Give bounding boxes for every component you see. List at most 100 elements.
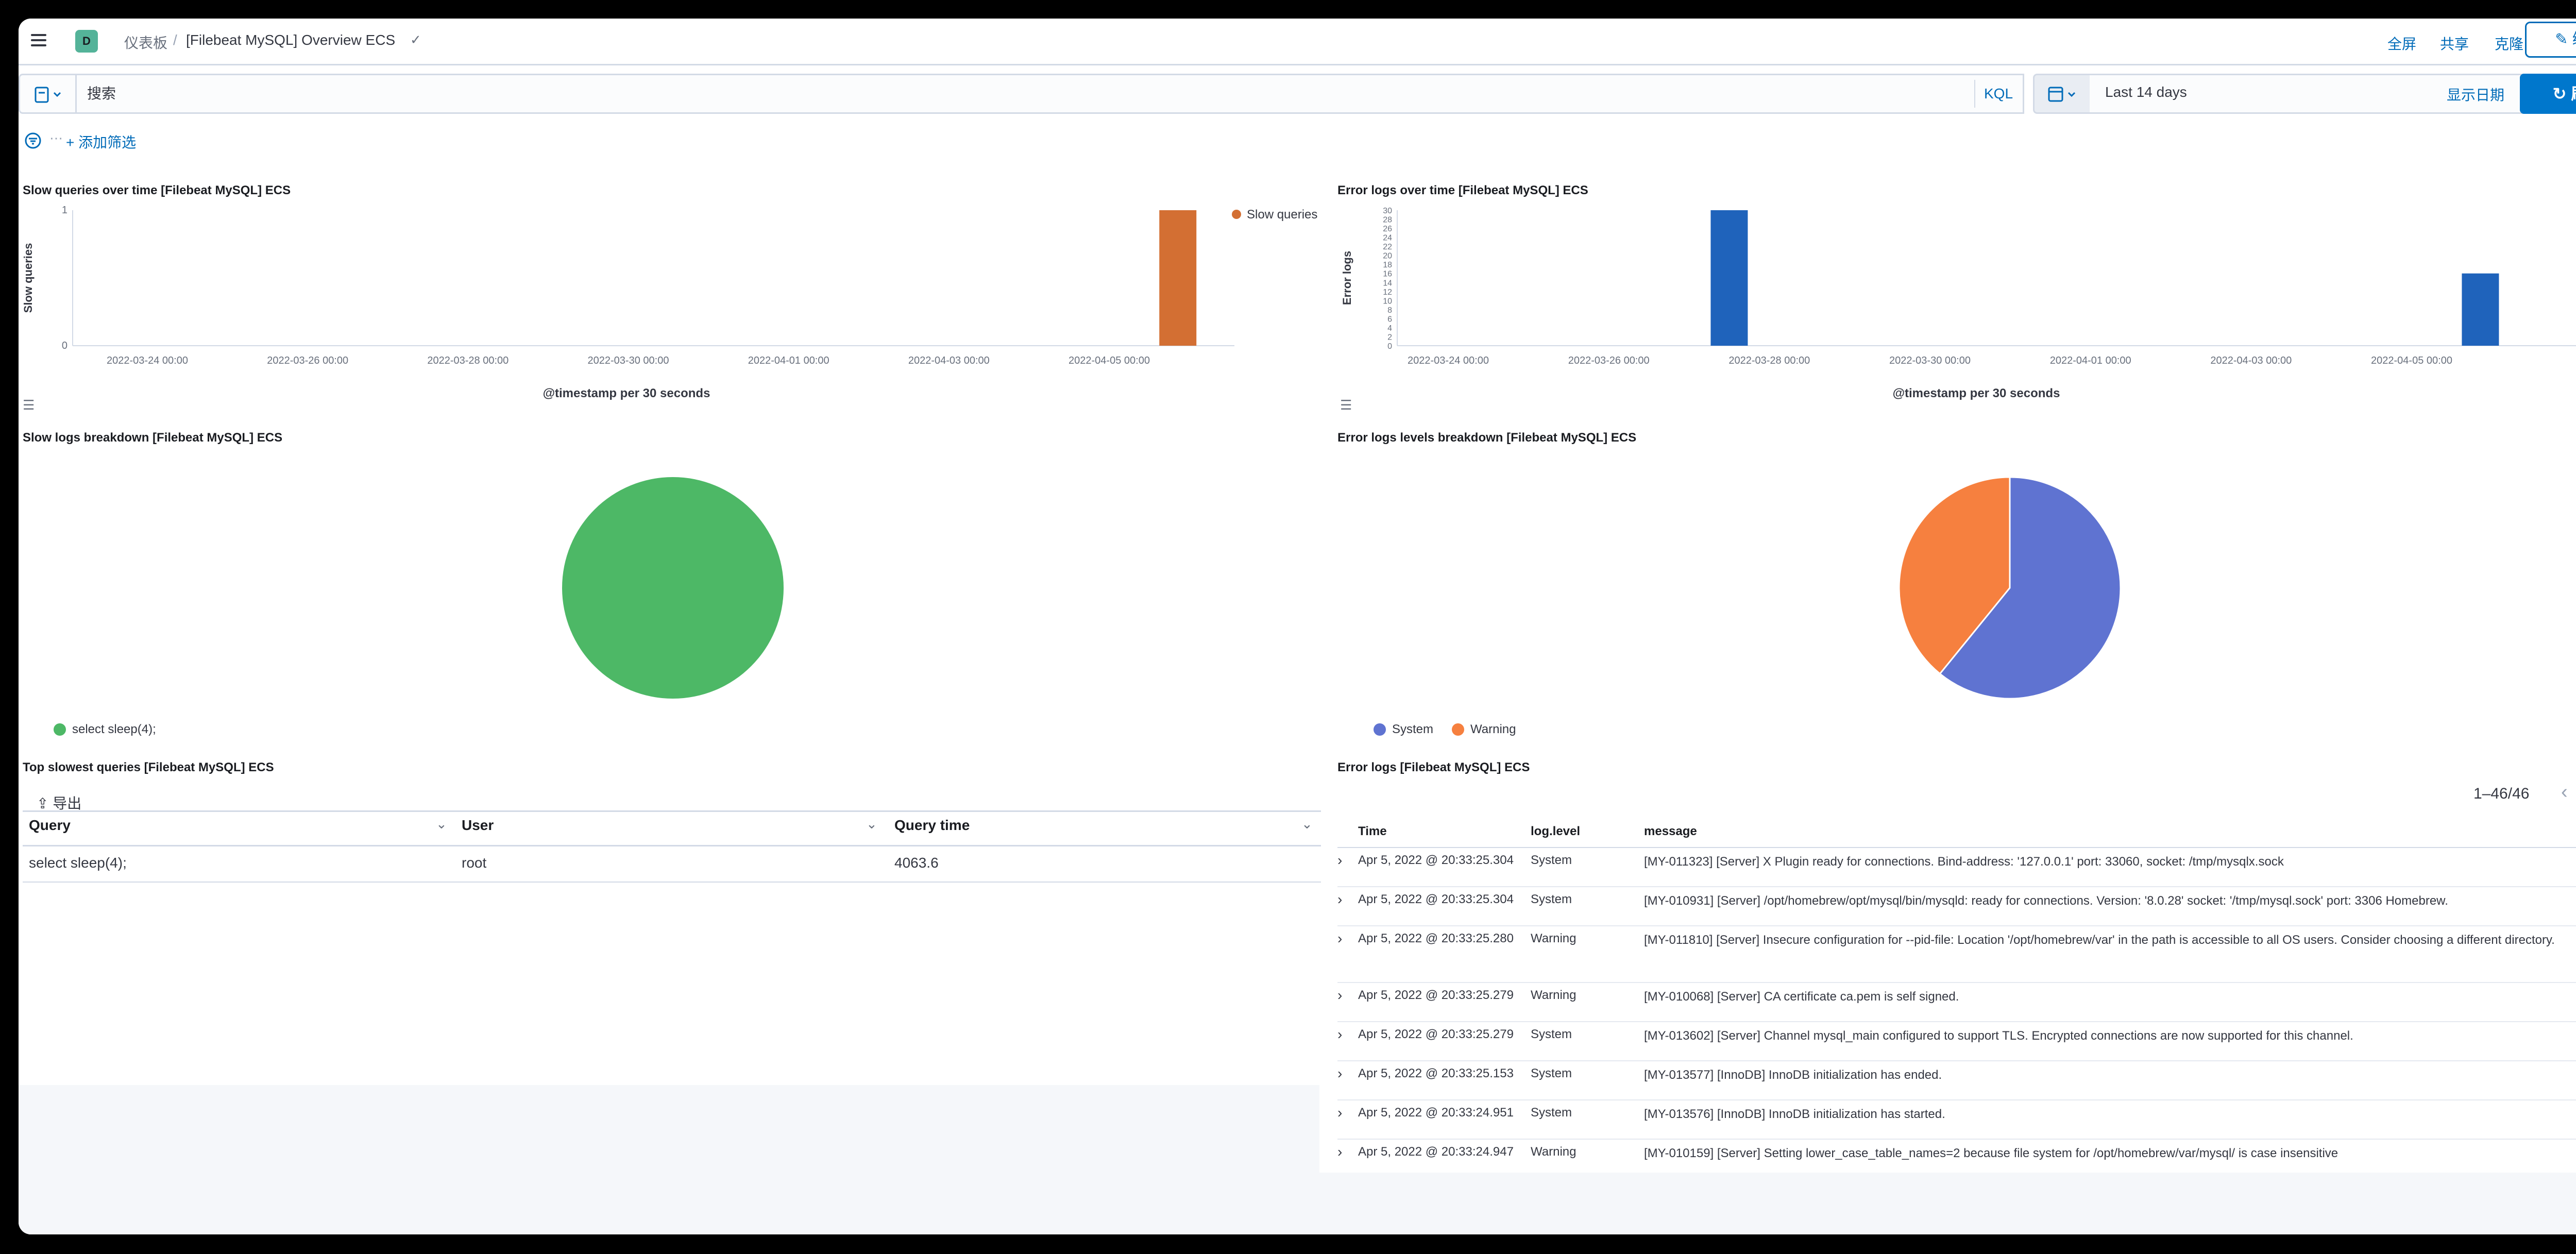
x-tick-label: 2022-04-03 00:00	[2210, 355, 2292, 366]
x-tick-label: 2022-04-05 00:00	[1069, 355, 1150, 366]
row-divider	[1337, 982, 2576, 983]
expand-chevron-icon[interactable]: ›	[1337, 1105, 1343, 1121]
column-header-user[interactable]: User	[462, 817, 494, 833]
check-icon: ✓	[410, 32, 421, 47]
cell-message: [MY-010068] [Server] CA certificate ca.p…	[1644, 990, 1959, 1004]
y-tick-label: 12	[1383, 288, 1392, 297]
table-row: › Apr 5, 2022 @ 20:33:25.304 System [MY-…	[1337, 887, 2576, 926]
expand-chevron-icon[interactable]: ›	[1337, 852, 1343, 868]
show-dates-link[interactable]: 显示日期	[2447, 87, 2505, 103]
slow-queries-bar-chart[interactable]: 0 1 2022-03-24 00:00 2022-03-26 00:00 2022-0…	[19, 199, 1337, 405]
panel-options-icon[interactable]: ☰	[23, 397, 35, 413]
cell-log-level: System	[1531, 1027, 1572, 1041]
table-row: › Apr 5, 2022 @ 20:33:24.947 Warning [MY…	[1337, 1140, 2576, 1173]
slow-logs-pie-chart[interactable]	[19, 446, 1337, 735]
export-label: 导出	[53, 795, 82, 811]
y-tick-label: 4	[1387, 324, 1392, 333]
empty-grid-area	[1319, 1173, 2576, 1234]
cell-time: Apr 5, 2022 @ 20:33:24.947	[1358, 1145, 1514, 1159]
x-tick-label: 2022-04-05 00:00	[2371, 355, 2452, 366]
expand-chevron-icon[interactable]: ›	[1337, 1065, 1343, 1081]
row-divider	[1337, 1021, 2576, 1022]
table-row-border	[23, 882, 1321, 883]
cell-query: select sleep(4);	[29, 855, 127, 871]
y-tick-label: 24	[1383, 234, 1392, 243]
x-tick-label: 2022-03-28 00:00	[1728, 355, 1810, 366]
clone-button[interactable]: 克隆	[2495, 36, 2524, 52]
quick-date-menu-button[interactable]	[2033, 74, 2090, 114]
column-header-log-level[interactable]: log.level	[1531, 824, 1581, 838]
cell-log-level: System	[1531, 1066, 1572, 1080]
y-tick-label: 22	[1383, 243, 1392, 251]
cell-message: [MY-011323] [Server] X Plugin ready for …	[1644, 855, 2284, 869]
chevron-down-icon[interactable]: ⌄	[866, 816, 877, 832]
expand-chevron-icon[interactable]: ›	[1337, 930, 1343, 946]
share-button[interactable]: 共享	[2440, 36, 2469, 52]
table-row: › Apr 5, 2022 @ 20:33:25.153 System [MY-…	[1337, 1061, 2576, 1100]
filter-options-icon[interactable]	[24, 130, 44, 151]
row-divider	[1337, 1139, 2576, 1140]
cell-time: Apr 5, 2022 @ 20:33:24.951	[1358, 1106, 1514, 1120]
pie-slice-system	[1939, 476, 2122, 700]
panel-options-icon[interactable]: ☰	[1340, 397, 1352, 413]
empty-grid-area	[19, 1085, 1319, 1234]
column-header-query[interactable]: Query	[29, 817, 71, 833]
x-tick-label: 2022-04-03 00:00	[908, 355, 990, 366]
cell-message: [MY-010931] [Server] /opt/homebrew/opt/m…	[1644, 894, 2448, 908]
refresh-button[interactable]: ↻ 刷新	[2520, 74, 2576, 114]
x-tick-label: 2022-03-30 00:00	[1889, 355, 1971, 366]
y-tick-label: 1	[62, 205, 67, 216]
table-row: › Apr 5, 2022 @ 20:33:25.304 System [MY-…	[1337, 848, 2576, 887]
filter-bar: ⋯ + 添加筛选	[19, 129, 2576, 155]
search-input[interactable]: 搜索	[75, 74, 2024, 114]
column-header-time[interactable]: Time	[1358, 824, 1387, 838]
cell-message: [MY-013576] [InnoDB] InnoDB initializati…	[1644, 1107, 1945, 1121]
cell-log-level: System	[1531, 853, 1572, 867]
y-tick-label: 2	[1387, 333, 1392, 342]
legend-label-select-sleep[interactable]: select sleep(4);	[72, 722, 156, 736]
table-header-top-border	[23, 810, 1321, 812]
pie-slice-select-sleep-4--	[562, 477, 784, 699]
y-tick-label: 18	[1383, 261, 1392, 269]
error-levels-pie-chart[interactable]	[1337, 446, 2576, 735]
breadcrumb-dashboards[interactable]: 仪表板	[124, 35, 168, 51]
dashboard-grid: Slow queries over time [Filebeat MySQL] …	[19, 158, 2576, 1234]
date-range-field[interactable]	[2090, 74, 2576, 114]
x-tick-label: 2022-04-01 00:00	[748, 355, 829, 366]
cell-time: Apr 5, 2022 @ 20:33:25.279	[1358, 1027, 1514, 1041]
legend-label: Slow queries	[1247, 208, 1317, 222]
export-button[interactable]: ⇪ 导出	[37, 792, 81, 813]
chevron-down-icon[interactable]: ⌄	[436, 816, 447, 832]
x-tick-label: 2022-03-24 00:00	[1408, 355, 1489, 366]
space-avatar[interactable]: D	[75, 30, 98, 53]
kql-language-button[interactable]: KQL	[1974, 80, 2022, 108]
breadcrumb-current: [Filebeat MySQL] Overview ECS	[186, 32, 396, 48]
table-row: › Apr 5, 2022 @ 20:33:24.951 System [MY-…	[1337, 1100, 2576, 1140]
cell-log-level: Warning	[1531, 1145, 1577, 1159]
export-icon: ⇪	[37, 795, 49, 811]
add-filter-button[interactable]: + 添加筛选	[66, 134, 137, 150]
column-header-query-time[interactable]: Query time	[894, 817, 970, 833]
y-tick-label: 30	[1383, 207, 1392, 215]
legend-label-warning[interactable]: Warning	[1470, 722, 1516, 736]
column-header-message[interactable]: message	[1644, 824, 1697, 838]
query-bar: 搜索 KQL Last 14 days 显示日期 ↻ 刷新	[19, 74, 2576, 125]
expand-chevron-icon[interactable]: ›	[1337, 987, 1343, 1003]
x-tick-label: 2022-03-26 00:00	[267, 355, 348, 366]
row-divider	[1337, 886, 2576, 887]
fullscreen-button[interactable]: 全屏	[2387, 36, 2417, 52]
chevron-down-icon[interactable]: ⌄	[1301, 816, 1313, 832]
cell-message: [MY-013602] [Server] Channel mysql_main …	[1644, 1029, 2353, 1043]
chevron-left-icon[interactable]: ‹	[2561, 781, 2568, 803]
cell-log-level: System	[1531, 892, 1572, 906]
menu-icon[interactable]	[28, 31, 50, 52]
edit-button[interactable]: ✎ 编辑	[2525, 22, 2576, 58]
x-axis-title: @timestamp per 30 seconds	[1893, 386, 2060, 400]
expand-chevron-icon[interactable]: ›	[1337, 1144, 1343, 1160]
panel-title-slow-logs-breakdown: Slow logs breakdown [Filebeat MySQL] ECS	[23, 431, 283, 445]
legend-label-system[interactable]: System	[1392, 722, 1434, 736]
expand-chevron-icon[interactable]: ›	[1337, 1026, 1343, 1042]
expand-chevron-icon[interactable]: ›	[1337, 891, 1343, 907]
saved-query-button[interactable]	[19, 74, 75, 114]
